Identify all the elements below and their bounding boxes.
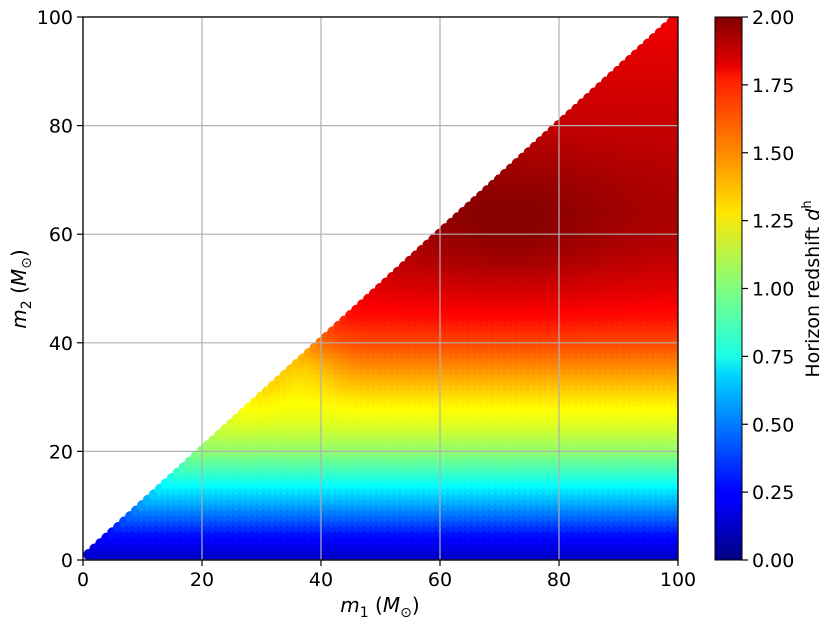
heatmap-points: [83, 17, 678, 560]
